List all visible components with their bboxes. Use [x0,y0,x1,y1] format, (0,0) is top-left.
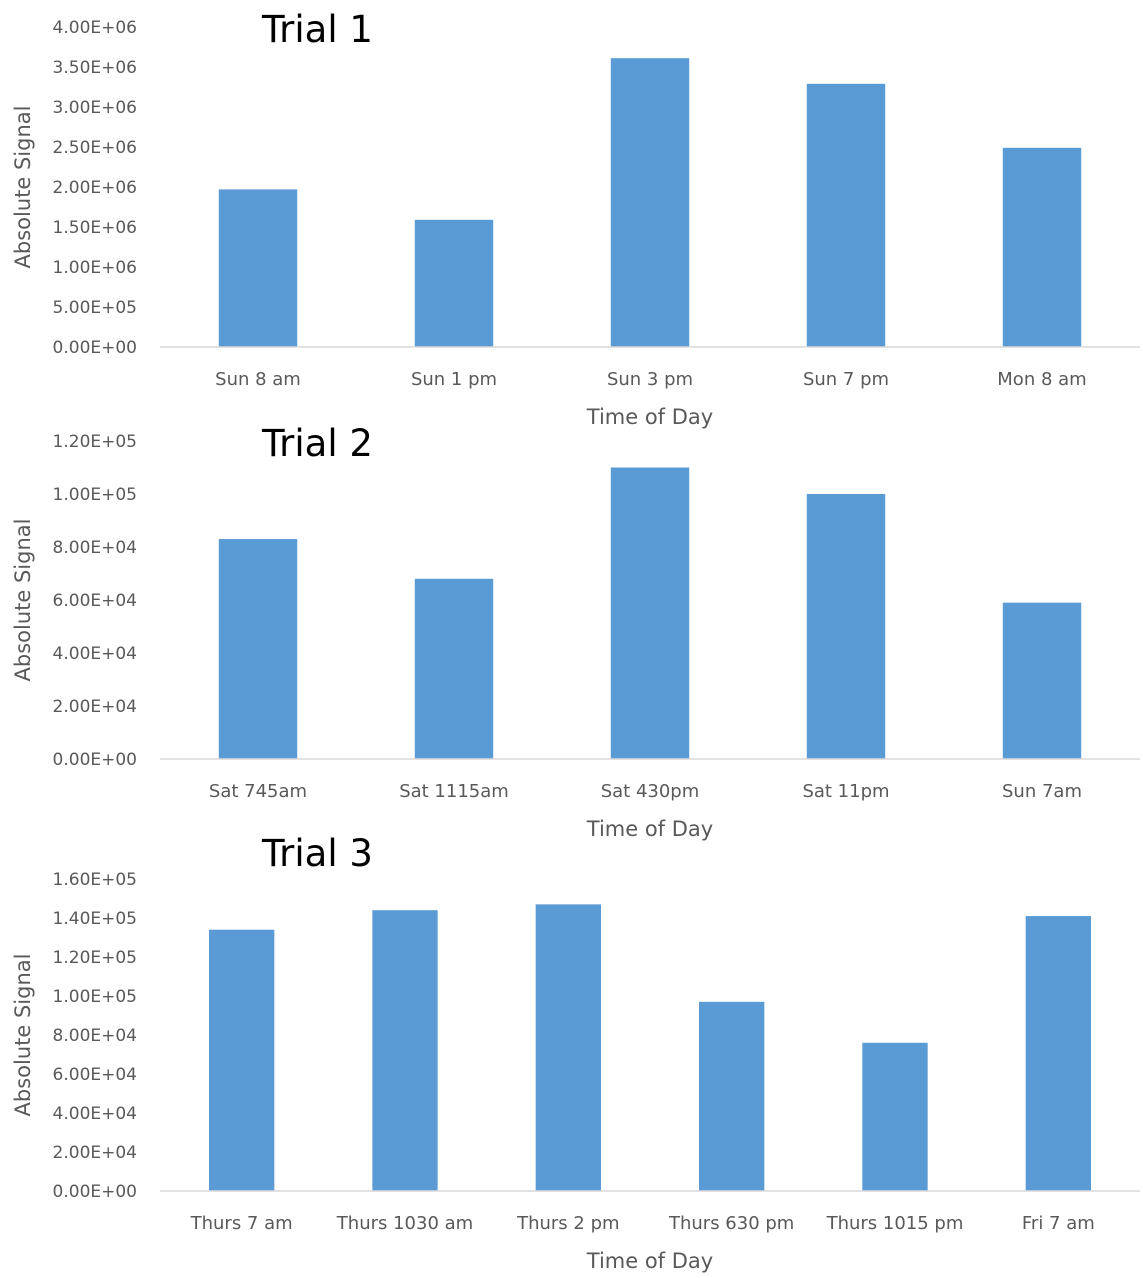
bar [414,219,494,347]
chart-title: Trial 2 [261,422,373,465]
chart-title: Trial 3 [261,832,373,875]
bar [372,910,438,1191]
y-tick-label: 4.00E+04 [53,1104,137,1124]
y-axis-label: Absolute Signal [11,106,35,269]
x-tick-label: Thurs 1030 am [336,1213,473,1234]
bar [1002,602,1082,759]
x-tick-label: Sun 1 pm [411,369,497,390]
bar [610,58,690,347]
y-tick-label: 6.00E+04 [53,591,137,611]
bar [699,1001,765,1191]
y-tick-label: 0.00E+00 [53,1182,137,1202]
bar [1002,147,1082,347]
y-tick-label: 6.00E+04 [53,1065,137,1085]
bar [209,929,275,1191]
bar [1025,916,1091,1191]
y-tick-label: 3.00E+06 [53,98,137,118]
chart-title: Trial 1 [261,8,373,51]
x-tick-label: Sun 3 pm [607,369,693,390]
y-tick-label: 1.50E+06 [53,218,137,238]
bar [862,1042,928,1191]
chart-3: Trial 3 0.00E+00 2.00E+04 4.00E+04 6.00E+04 8… [11,832,1140,1273]
y-tick-label: 1.20E+05 [53,948,137,968]
y-axis-label: Absolute Signal [11,519,35,682]
y-tick-label: 0.00E+00 [53,750,137,770]
y-tick-label: 2.00E+04 [53,1143,137,1163]
bar [610,467,690,759]
x-tick-label: Thurs 2 pm [516,1213,619,1234]
x-tick-label: Fri 7 am [1022,1213,1095,1234]
y-tick-label: 4.00E+06 [53,18,137,38]
x-tick-label: Thurs 7 am [190,1213,293,1234]
bar [806,83,886,348]
x-tick-label: Sun 7am [1002,781,1082,802]
bar [218,189,298,347]
x-tick-label: Mon 8 am [997,369,1086,390]
y-tick-label: 1.40E+05 [53,909,137,929]
y-tick-label: 2.00E+06 [53,178,137,198]
x-tick-label: Thurs 1015 pm [826,1213,964,1234]
y-tick-label: 2.00E+04 [53,697,137,717]
y-tick-label: 1.60E+05 [53,870,137,890]
x-tick-label: Sun 8 am [215,369,301,390]
y-tick-label: 1.00E+06 [53,258,137,278]
x-axis-label: Time of Day [586,1249,713,1273]
x-axis-label: Time of Day [586,405,713,429]
x-tick-label: Sat 430pm [601,781,700,802]
bar [806,494,886,759]
x-tick-label: Sat 11pm [802,781,889,802]
chart-2: Trial 2 0.00E+00 2.00E+04 4.00E+04 6.00E+04 8… [11,422,1140,841]
y-tick-label: 8.00E+04 [53,538,137,558]
x-tick-label: Sat 1115am [399,781,509,802]
bar [535,904,601,1191]
y-tick-label: 1.00E+05 [53,485,137,505]
x-tick-label: Sat 745am [209,781,307,802]
x-axis-label: Time of Day [586,817,713,841]
bar [218,539,298,759]
bar [414,578,494,759]
x-tick-label: Thurs 630 pm [668,1213,794,1234]
y-tick-label: 5.00E+05 [53,298,137,318]
y-tick-label: 4.00E+04 [53,644,137,664]
y-tick-label: 2.50E+06 [53,138,137,158]
y-tick-label: 1.00E+05 [53,987,137,1007]
y-tick-label: 0.00E+00 [53,338,137,358]
x-tick-label: Sun 7 pm [803,369,889,390]
chart-1: Trial 1 0.00E+00 5.00E+05 1.00E+06 1.50E+06 2… [11,8,1140,429]
y-tick-label: 8.00E+04 [53,1026,137,1046]
y-tick-label: 3.50E+06 [53,58,137,78]
y-axis-label: Absolute Signal [11,954,35,1117]
y-tick-label: 1.20E+05 [53,432,137,452]
